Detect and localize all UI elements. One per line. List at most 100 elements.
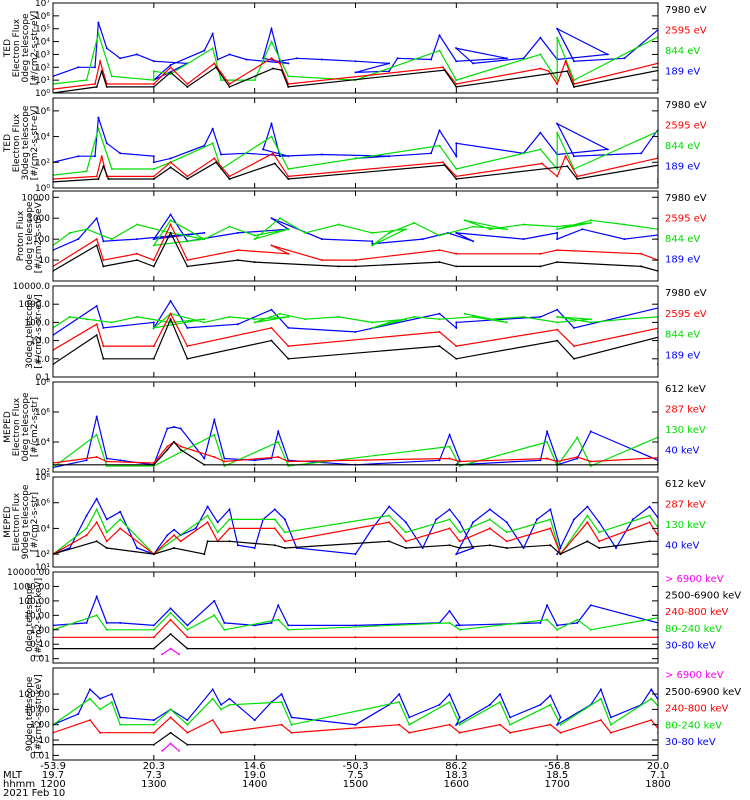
legend-entry: 2500-6900 keV [665, 687, 741, 698]
data-point [102, 259, 105, 262]
data-point [556, 249, 559, 252]
data-point [448, 445, 451, 448]
y-axis-label: MEPED [3, 411, 13, 443]
data-point [223, 460, 226, 463]
data-point [228, 175, 231, 178]
x-tick-label: 1400 [242, 779, 267, 790]
data-point [472, 547, 475, 549]
data-point [443, 69, 446, 72]
data-point [89, 719, 91, 722]
data-point [455, 178, 458, 180]
y-tick-label: 10⁴ [35, 133, 50, 143]
panel-3-series [53, 213, 658, 272]
data-point [586, 540, 589, 543]
data-point [576, 457, 579, 460]
data-point [455, 345, 458, 348]
data-point [287, 252, 290, 255]
data-point [556, 647, 559, 650]
data-point [576, 175, 579, 178]
data-point [556, 743, 559, 746]
data-point [178, 653, 180, 656]
data-point [223, 465, 226, 467]
data-point [448, 723, 451, 726]
data-point [599, 697, 602, 700]
legend-entry: 844 eV [665, 330, 700, 341]
data-point [119, 723, 122, 726]
data-point [77, 713, 80, 715]
data-point [404, 228, 407, 231]
data-point [287, 178, 290, 180]
series-line-3-3 [53, 223, 658, 267]
data-point [589, 219, 592, 222]
data-point [443, 164, 446, 167]
data-point [546, 441, 549, 443]
data-point [458, 716, 461, 719]
data-point [203, 457, 206, 460]
data-point [102, 165, 105, 168]
data-point [691, 345, 693, 347]
data-point [539, 252, 542, 255]
data-point [203, 238, 206, 241]
data-point [404, 531, 407, 534]
y-axis-label: Electron Flux [12, 113, 22, 172]
data-point [95, 175, 98, 178]
data-point [648, 521, 651, 524]
data-point [509, 723, 512, 726]
data-point [213, 433, 216, 436]
legend-entry: 40 keV [665, 446, 699, 457]
data-point [606, 53, 609, 56]
data-point [110, 321, 113, 324]
x-tick-label: 7.1 [650, 770, 666, 781]
data-point [438, 144, 441, 147]
data-point [455, 743, 458, 746]
data-point [77, 155, 80, 158]
data-point [186, 624, 189, 627]
data-point [413, 221, 416, 224]
data-point [559, 723, 562, 726]
y-tick-label: 10⁰ [35, 184, 50, 194]
y-tick-label: 10.00 [24, 611, 50, 621]
data-point [691, 321, 693, 323]
data-point [455, 624, 458, 627]
data-point [488, 544, 491, 547]
y-axis-label: 0deg telescope [21, 392, 31, 462]
data-point [97, 127, 100, 130]
data-point [549, 723, 552, 726]
data-point [320, 238, 323, 241]
data-point [586, 521, 589, 524]
panel-1: 10⁰ 10¹ 10² 10³ 10⁴ 10⁵ 10⁶ 10⁷ TED Electron Flux… [3, 0, 707, 99]
data-point [488, 318, 491, 321]
data-point [556, 228, 559, 231]
data-point [277, 456, 280, 458]
y-tick-label: 10000.0 [13, 282, 50, 292]
data-point [95, 540, 98, 543]
data-point [169, 157, 172, 160]
series-line-2-2 [53, 126, 658, 176]
data-point [589, 604, 592, 607]
data-point [186, 326, 189, 329]
data-point [573, 345, 575, 348]
panel-6: 10¹ 10² 10⁴ 10⁶ 10⁸ MEPED Electron Flux 90deg t… [3, 473, 706, 573]
y-tick-label: 1.00 [30, 721, 50, 731]
y-axis-label: [#/cm2-s-str-eV] [34, 294, 44, 369]
data-point [665, 22, 667, 24]
data-point [287, 315, 290, 318]
data-point [203, 231, 206, 234]
data-point [455, 175, 458, 178]
data-point [539, 703, 542, 706]
data-point [203, 463, 206, 466]
legend-entry: 2595 eV [665, 26, 707, 37]
data-point [589, 465, 592, 467]
data-point [670, 419, 672, 421]
series-line-7-2 [53, 611, 658, 631]
data-point [691, 60, 693, 62]
data-point [290, 716, 293, 719]
data-point [166, 448, 169, 451]
data-point [505, 228, 508, 231]
data-point [173, 534, 175, 537]
series-line-8-2 [53, 697, 658, 726]
data-point [650, 697, 653, 700]
data-point [186, 265, 189, 268]
data-point [556, 231, 559, 234]
series-line-1-3 [53, 57, 658, 90]
